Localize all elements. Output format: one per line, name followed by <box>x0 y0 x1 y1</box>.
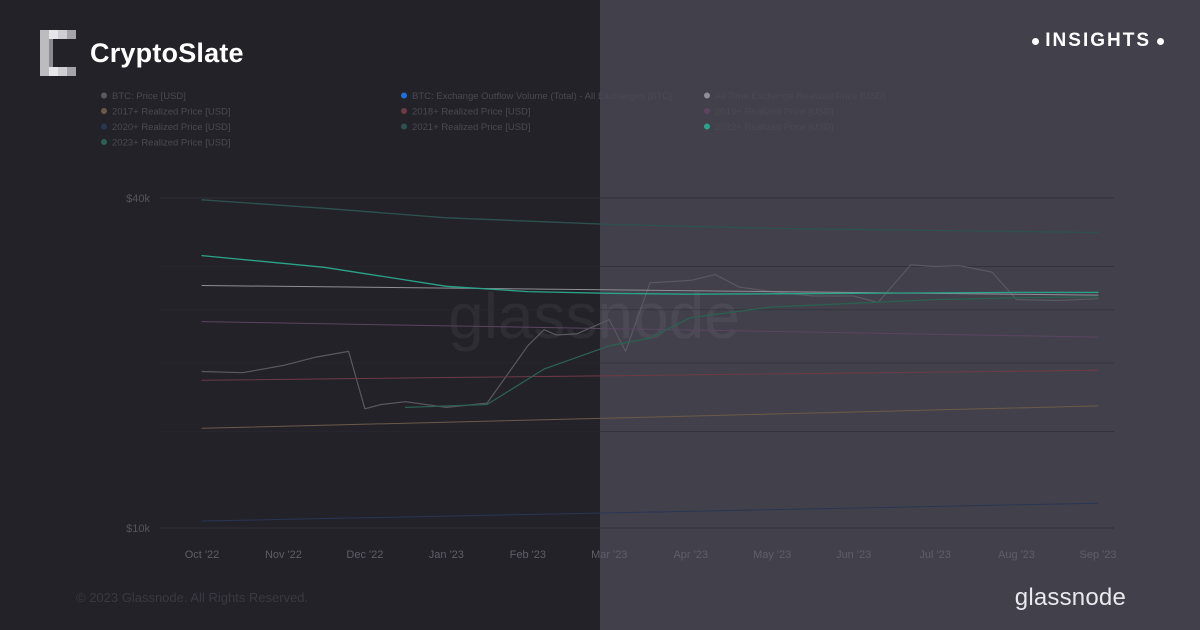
legend-marker <box>101 123 107 130</box>
brand-name: CryptoSlate <box>90 37 244 68</box>
series-line <box>201 405 1099 429</box>
x-tick-label: Jan '23 <box>429 549 464 561</box>
legend-label: 2022+ Realized Price [USD] <box>715 122 834 133</box>
legend-marker <box>101 108 107 114</box>
legend-marker <box>401 123 407 130</box>
series-line <box>201 369 1099 381</box>
legend-marker <box>704 108 710 114</box>
series-line <box>201 321 1099 338</box>
legend-marker <box>101 139 107 145</box>
legend-label: 2018+ Realized Price [USD] <box>412 107 531 118</box>
x-tick-label: Mar '23 <box>591 549 627 561</box>
legend-marker <box>704 92 710 99</box>
legend-label: 2017+ Realized Price [USD] <box>112 107 231 118</box>
series-line <box>404 296 1099 409</box>
left-background-panel <box>0 0 600 630</box>
legend-marker <box>101 92 107 99</box>
chart-watermark: glassnode <box>448 280 740 352</box>
brand: CryptoSlate <box>40 30 244 76</box>
legend-marker <box>401 108 407 114</box>
legend-label: 2023+ Realized Price [USD] <box>112 138 231 149</box>
chart-svg: glassnode BTC: Price [USD] BTC: Exchange O… <box>101 91 1117 561</box>
y-tick-label: $10k <box>126 523 150 535</box>
bullet-icon <box>1032 37 1040 45</box>
cryptoslate-logo-icon <box>40 30 76 76</box>
x-tick-label: Dec '22 <box>346 549 383 561</box>
legend-label: BTC: Price [USD] <box>112 91 186 102</box>
x-tick-label: Feb '23 <box>510 549 546 561</box>
x-tick-label: May '23 <box>753 549 791 561</box>
series-line <box>201 199 1099 234</box>
series-line <box>201 254 1099 295</box>
series-line <box>201 264 1099 410</box>
series-line <box>201 502 1099 522</box>
legend-label: All Time Exchange Realized Price [USD] <box>715 91 886 102</box>
legend-label: 2019+ Realized Price [USD] <box>715 107 834 118</box>
insights-label: INSIGHTS <box>1045 30 1151 51</box>
legend-label: 2020+ Realized Price [USD] <box>112 122 231 133</box>
glassnode-logo: glassnode <box>1014 584 1126 611</box>
x-tick-label: Apr '23 <box>673 549 708 561</box>
right-background-panel <box>600 0 1200 630</box>
x-tick-label: Nov '22 <box>265 549 302 561</box>
x-tick-label: Sep '23 <box>1080 549 1117 561</box>
x-tick-label: Jul '23 <box>919 549 950 561</box>
bullet-icon <box>1157 37 1164 45</box>
legend-label: BTC: Exchange Outflow Volume (Total) - A… <box>412 91 672 102</box>
legend-label: 2021+ Realized Price [USD] <box>412 122 531 133</box>
x-tick-label: Aug '23 <box>998 549 1035 561</box>
x-tick-label: Jun '23 <box>836 549 871 561</box>
insights-badge: INSIGHTS <box>1026 30 1170 52</box>
legend-marker <box>401 92 407 99</box>
series-line <box>201 285 1099 296</box>
x-tick-label: Oct '22 <box>185 549 220 561</box>
copyright-text: © 2023 Glassnode. All Rights Reserved. <box>76 590 309 605</box>
chart: glassnode BTC: Price [USD] BTC: Exchange O… <box>74 80 1124 570</box>
y-tick-label: $40k <box>126 193 150 205</box>
legend-marker <box>704 123 710 130</box>
